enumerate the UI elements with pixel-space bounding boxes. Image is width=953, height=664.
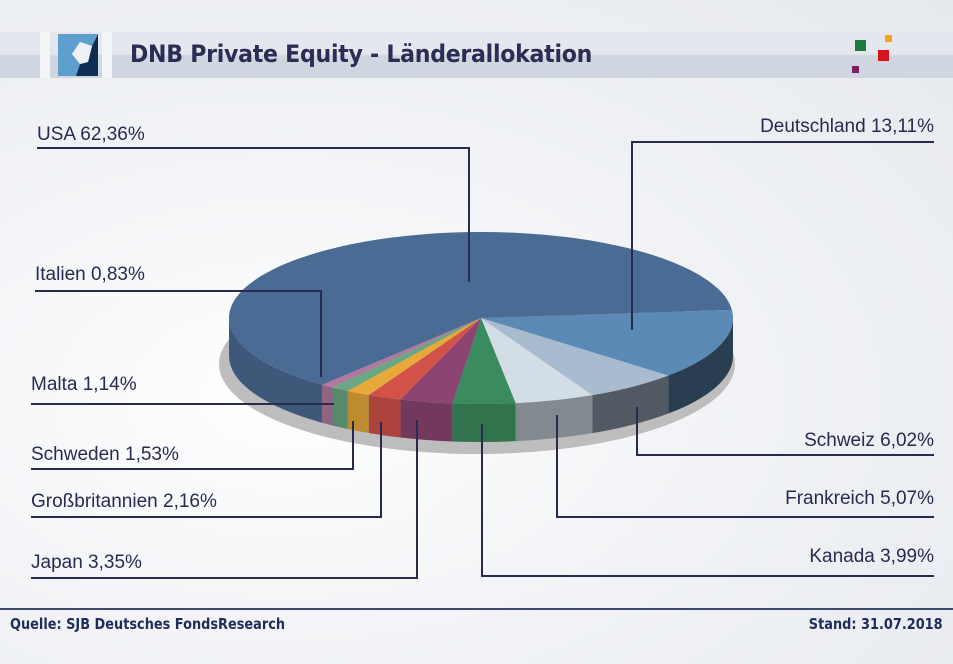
pie-layer xyxy=(219,231,735,454)
leader-line-schweiz xyxy=(636,407,934,456)
leader-line-grossbritannien xyxy=(31,422,382,518)
pie-side-schweden xyxy=(347,390,369,433)
leader-line-italien xyxy=(35,290,322,377)
label-kanada: Kanada 3,99% xyxy=(809,546,934,567)
colored-squares-icon xyxy=(852,35,892,73)
label-grossbritannien: Großbritannien 2,16% xyxy=(31,491,217,512)
pie-slice-deutschland xyxy=(481,309,733,376)
pie-slice-frankreich xyxy=(481,318,593,404)
label-frankreich: Frankreich 5,07% xyxy=(785,488,934,509)
leader-line-usa xyxy=(37,147,470,282)
pie-slice-usa xyxy=(229,231,732,385)
pie-side-frankreich xyxy=(515,395,593,442)
pie-side-schweiz xyxy=(592,375,669,434)
pie-slice-großbritannien xyxy=(368,318,481,400)
label-schweiz: Schweiz 6,02% xyxy=(804,430,934,451)
page-title: DNB Private Equity - Länderallokation xyxy=(130,40,593,68)
label-malta: Malta 1,14% xyxy=(31,374,137,395)
leader-line-kanada xyxy=(481,424,934,577)
pie-side-malta xyxy=(332,387,348,429)
leader-line-frankreich xyxy=(556,415,934,518)
leader-line-japan xyxy=(31,420,418,579)
slice-labels: USA 62,36% Deutschland 13,11% Schweiz 6,… xyxy=(31,116,934,573)
pie-slice-japan xyxy=(400,318,481,404)
pie-side-kanada xyxy=(452,403,516,443)
pie-slice-kanada xyxy=(452,318,516,404)
leader-lines xyxy=(31,141,934,579)
pie-side-usa xyxy=(229,318,323,423)
pie-side-japan xyxy=(400,399,453,442)
label-usa: USA 62,36% xyxy=(37,124,145,145)
date-note: Stand: 31.07.2018 xyxy=(809,615,943,633)
pie-slice-schweden xyxy=(347,318,481,395)
dnb-logo-icon xyxy=(58,34,98,76)
source-note: Quelle: SJB Deutsches FondsResearch xyxy=(10,615,286,633)
label-italien: Italien 0,83% xyxy=(35,264,145,285)
pie-side-italien xyxy=(322,384,333,426)
label-schweden: Schweden 1,53% xyxy=(31,444,179,465)
header-band xyxy=(0,32,953,78)
pie-slice-malta xyxy=(332,318,481,391)
footer-divider xyxy=(0,608,953,610)
header-divider xyxy=(40,32,50,78)
pie-side-deutschland xyxy=(668,318,733,414)
leader-line-schweden xyxy=(31,421,354,470)
pie-side-großbritannien xyxy=(368,394,401,438)
pie-slice-italien xyxy=(322,318,481,388)
pie-slice-schweiz xyxy=(481,318,669,396)
label-japan: Japan 3,35% xyxy=(31,552,142,573)
leader-line-deutschland xyxy=(631,141,934,330)
label-deutschland: Deutschland 13,11% xyxy=(760,116,934,137)
header-divider xyxy=(102,32,112,78)
